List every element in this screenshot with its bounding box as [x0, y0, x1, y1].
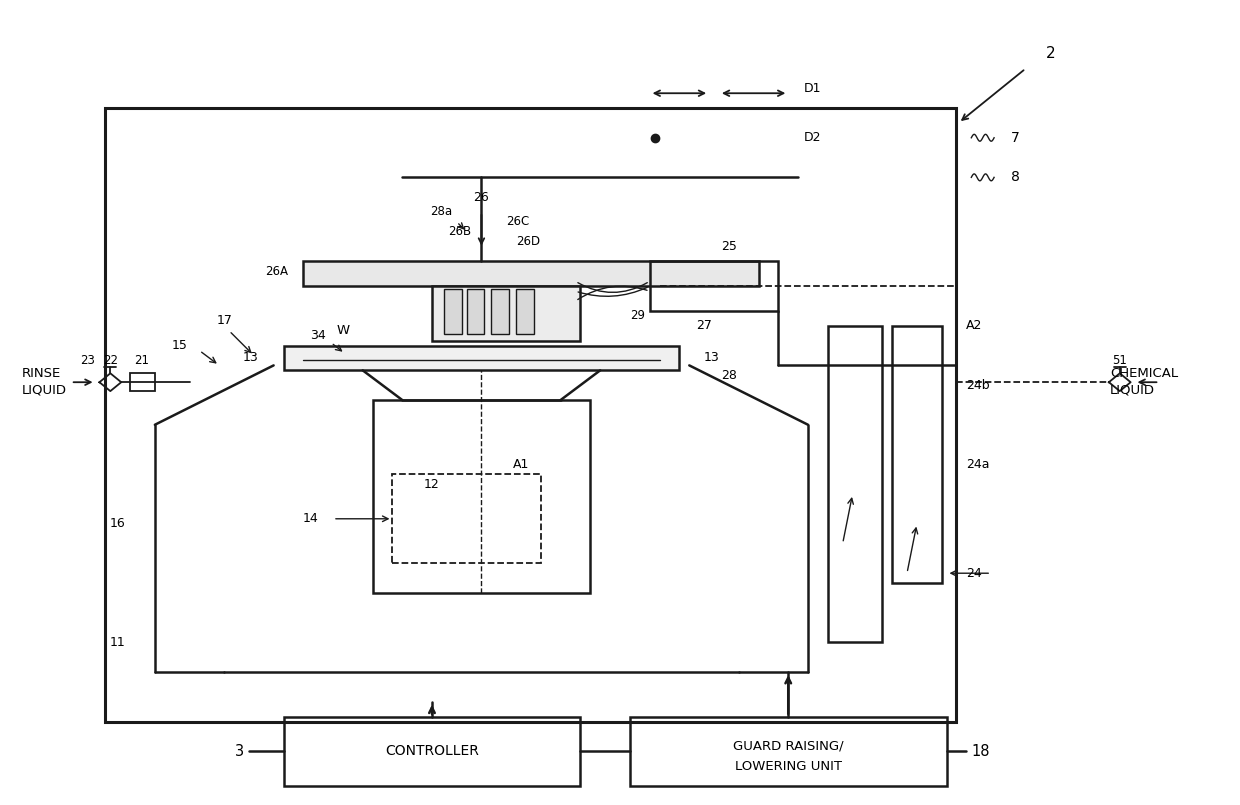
Text: LIQUID: LIQUID — [1110, 384, 1154, 397]
Text: CONTROLLER: CONTROLLER — [386, 745, 479, 758]
Text: 12: 12 — [424, 477, 440, 490]
Text: 18: 18 — [971, 744, 990, 759]
Text: A1: A1 — [513, 458, 529, 471]
Text: 8: 8 — [1011, 171, 1019, 184]
Text: 24b: 24b — [966, 378, 990, 392]
Bar — [432, 287, 580, 341]
Bar — [828, 326, 882, 642]
Text: 26B: 26B — [449, 225, 471, 238]
Text: 3: 3 — [234, 744, 244, 759]
Text: 26D: 26D — [516, 235, 541, 248]
Text: 15: 15 — [171, 339, 187, 352]
Text: 29: 29 — [630, 309, 645, 323]
Bar — [105, 108, 956, 721]
Text: W: W — [336, 324, 350, 337]
Text: RINSE: RINSE — [21, 367, 61, 380]
Bar — [466, 289, 485, 334]
Bar — [284, 345, 680, 370]
Text: 13: 13 — [704, 351, 720, 364]
Bar — [372, 400, 590, 593]
Text: 21: 21 — [134, 354, 150, 367]
Bar — [630, 716, 946, 786]
Text: LIQUID: LIQUID — [21, 384, 66, 397]
Bar — [516, 289, 534, 334]
Bar — [491, 289, 510, 334]
Text: CHEMICAL: CHEMICAL — [1110, 367, 1178, 380]
Text: LOWERING UNIT: LOWERING UNIT — [735, 760, 842, 773]
Text: D2: D2 — [805, 131, 822, 144]
Text: 26C: 26C — [506, 216, 529, 229]
Text: 27: 27 — [696, 320, 712, 332]
Bar — [444, 289, 461, 334]
Text: 26: 26 — [474, 191, 490, 204]
Text: A2: A2 — [966, 320, 983, 332]
Text: 28a: 28a — [429, 205, 451, 218]
Text: 24a: 24a — [966, 458, 990, 471]
Bar — [284, 716, 580, 786]
Text: 13: 13 — [243, 351, 259, 364]
Text: 7: 7 — [1011, 130, 1019, 145]
Text: GUARD RAISING/: GUARD RAISING/ — [733, 740, 843, 753]
Text: 2: 2 — [1045, 46, 1055, 61]
Text: 34: 34 — [310, 329, 326, 342]
Bar — [392, 474, 541, 564]
Text: 22: 22 — [103, 354, 118, 367]
Bar — [650, 262, 779, 311]
Text: 11: 11 — [109, 636, 125, 649]
Text: D1: D1 — [805, 82, 822, 95]
Text: 28: 28 — [720, 369, 737, 382]
Bar — [130, 374, 155, 391]
Text: 24: 24 — [966, 567, 982, 580]
Text: 51: 51 — [1112, 354, 1127, 367]
Text: 16: 16 — [109, 518, 125, 530]
Bar — [304, 262, 759, 287]
Text: 23: 23 — [81, 354, 95, 367]
Text: 14: 14 — [303, 512, 319, 526]
Text: 25: 25 — [720, 240, 737, 253]
Text: 17: 17 — [216, 315, 232, 328]
Bar — [892, 326, 941, 583]
Text: 26A: 26A — [265, 265, 289, 278]
